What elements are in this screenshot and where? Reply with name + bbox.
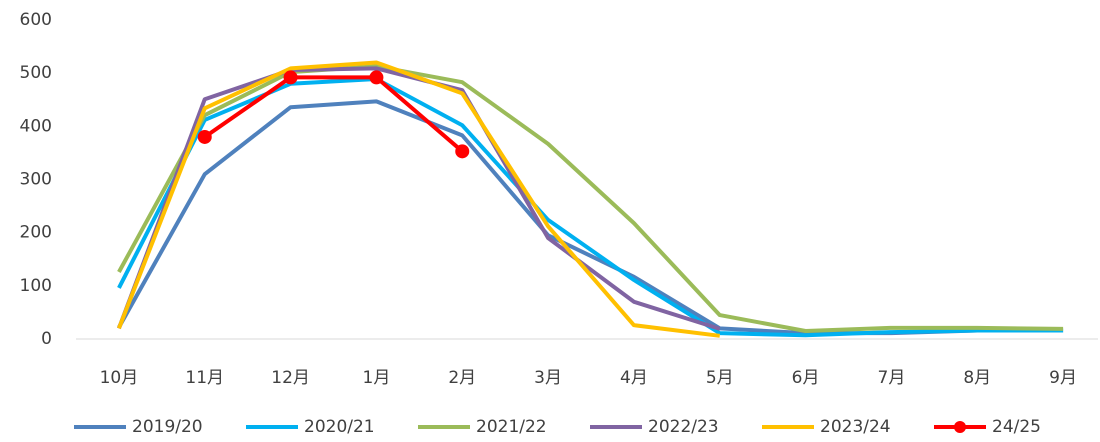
x-tick-label: 1月 (363, 368, 391, 388)
legend-label: 2022/23 (648, 417, 719, 437)
series-line (117, 99, 1064, 336)
legend-label: 24/25 (992, 417, 1041, 437)
legend-marker (954, 421, 966, 433)
x-tick-label: 10月 (100, 368, 139, 388)
point (369, 70, 384, 85)
x-tick-label: 6月 (792, 368, 820, 388)
legend-label: 2023/24 (820, 417, 891, 437)
series-line (117, 64, 1064, 334)
legend-label: 2019/20 (132, 417, 203, 437)
y-tick-label: 400 (20, 116, 52, 136)
point (197, 129, 212, 144)
point (455, 144, 470, 159)
series-line (117, 77, 1064, 338)
y-tick-label: 200 (20, 223, 52, 243)
x-tick-label: 9月 (1049, 368, 1077, 388)
x-tick-label: 2月 (448, 368, 476, 388)
legend-label: 2020/21 (304, 417, 375, 437)
x-tick-label: 12月 (271, 368, 310, 388)
x-tick-label: 11月 (185, 368, 224, 388)
x-tick-label: 7月 (878, 368, 906, 388)
y-tick-label: 0 (41, 329, 52, 349)
x-tick-label: 5月 (706, 368, 734, 388)
y-tick-label: 600 (20, 10, 52, 30)
series-line (117, 60, 720, 338)
series-line (203, 75, 464, 153)
y-tick-label: 100 (20, 276, 52, 296)
y-tick-label: 300 (20, 170, 52, 190)
y-tick-label: 500 (20, 63, 52, 83)
point (283, 70, 298, 85)
x-tick-label: 4月 (620, 368, 648, 388)
x-tick-label: 8月 (963, 368, 991, 388)
x-tick-label: 3月 (534, 368, 562, 388)
legend-label: 2021/22 (476, 417, 547, 437)
